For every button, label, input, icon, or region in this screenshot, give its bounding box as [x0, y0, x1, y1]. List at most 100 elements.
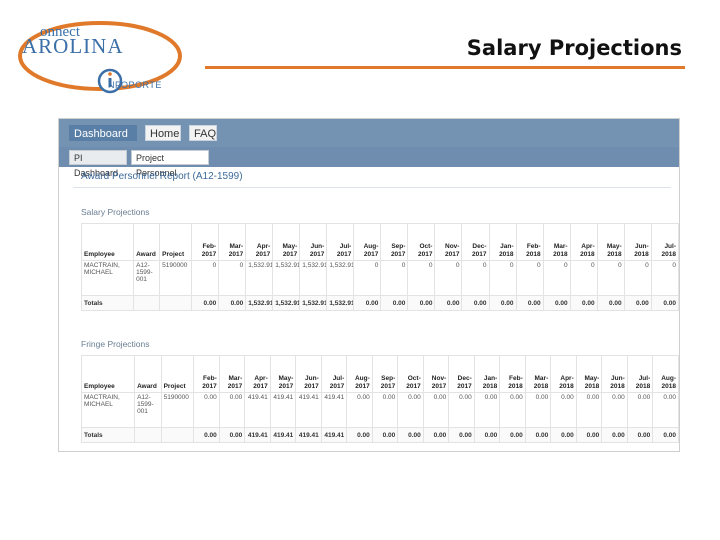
- column-header: Sep-2017: [380, 223, 409, 261]
- table-cell: 0.00: [652, 392, 679, 428]
- table-cell: 0.00: [371, 392, 399, 428]
- column-header: May-2018: [575, 355, 603, 393]
- table-cell: 419.41: [269, 392, 297, 428]
- column-header: Employee: [80, 355, 136, 393]
- table-cell: 0: [623, 260, 652, 296]
- salary-section-label: Salary Projections: [81, 207, 150, 217]
- totals-cell: 0.00: [191, 295, 220, 311]
- column-header: May-2017: [272, 223, 301, 261]
- totals-cell: 0.00: [353, 295, 382, 311]
- column-header: Mar-2018: [542, 223, 571, 261]
- table-cell: 0.00: [575, 392, 603, 428]
- table-cell: 0.00: [448, 392, 475, 428]
- column-header: Jan-2018: [488, 223, 517, 261]
- column-header: Jun-2018: [601, 355, 628, 393]
- totals-row: Totals 0.00 0.00 1,532.91 1,532.91 1,532.91 1,…: [80, 295, 679, 311]
- column-header: Apr-2018: [550, 355, 577, 393]
- totals-cell: 1,532.91: [272, 295, 301, 311]
- totals-cell: 419.41: [244, 427, 271, 443]
- column-header: Feb-2018: [515, 223, 544, 261]
- tab-dashboard[interactable]: Dashboard: [69, 125, 137, 141]
- totals-cell: Totals: [80, 427, 136, 443]
- totals-cell: 419.41: [320, 427, 348, 443]
- table-cell: 0: [461, 260, 490, 296]
- column-header: Award: [133, 223, 161, 261]
- totals-cell: 0.00: [569, 295, 598, 311]
- totals-cell: 0.00: [461, 295, 490, 311]
- totals-cell: 1,532.91: [245, 295, 274, 311]
- table-cell: 0.00: [524, 392, 552, 428]
- table-cell: 0: [569, 260, 598, 296]
- column-header: Project: [159, 223, 193, 261]
- fringe-table: Employee Award Project Feb-2017 Mar-2017 Apr-…: [80, 355, 679, 443]
- totals-cell: 0.00: [397, 427, 424, 443]
- column-header: Award: [134, 355, 162, 393]
- totals-cell: 0.00: [346, 427, 373, 443]
- table-row: MACTRAIN, MICHAEL A12-1599-001 5190000 0 0 1,…: [80, 260, 679, 296]
- totals-cell: 0.00: [434, 295, 463, 311]
- totals-row: Totals 0.00 0.00 419.41 419.41 419.41 419.41 0.…: [80, 427, 679, 443]
- connect-carolina-logo: [18, 18, 188, 98]
- totals-cell: 0.00: [626, 427, 654, 443]
- sub-nav: PI Dashboard Project Personnel: [59, 147, 679, 178]
- column-header: May-2018: [596, 223, 625, 261]
- totals-cell: 0.00: [193, 427, 220, 443]
- totals-cell: 0.00: [218, 295, 247, 311]
- totals-cell: 0.00: [218, 427, 246, 443]
- totals-cell: 0.00: [652, 427, 679, 443]
- table-cell: 0.00: [499, 392, 526, 428]
- table-cell: 0: [488, 260, 517, 296]
- column-header: Jun-2017: [299, 223, 328, 261]
- logo-text-connect: onnect: [40, 24, 80, 40]
- column-header: Apr-2018: [569, 223, 598, 261]
- tab-home[interactable]: Home: [145, 125, 181, 141]
- totals-cell: 0.00: [650, 295, 679, 311]
- title-divider: [205, 66, 685, 69]
- table-cell: 0.00: [193, 392, 220, 428]
- column-header: Jan-2018: [473, 355, 501, 393]
- table-cell: 0.00: [626, 392, 654, 428]
- column-header: Jul-2017: [326, 223, 355, 261]
- table-cell: 0: [353, 260, 382, 296]
- tab-faq[interactable]: FAQ: [189, 125, 217, 141]
- slide-title: Salary Projections: [466, 36, 682, 60]
- column-header: Employee: [80, 223, 135, 261]
- column-header: Aug-2017: [346, 355, 373, 393]
- column-header: May-2017: [269, 355, 297, 393]
- top-nav: Dashboard Home FAQ: [59, 119, 679, 147]
- table-header-row: Employee Award Project Feb-2017 Mar-2017 Apr-…: [80, 223, 679, 261]
- table-cell: 0.00: [422, 392, 450, 428]
- table-cell: 0.00: [473, 392, 501, 428]
- column-header: Feb-2017: [193, 355, 220, 393]
- column-header: Nov-2017: [434, 223, 463, 261]
- totals-cell: [134, 427, 162, 443]
- logo-swoosh-icon: [18, 21, 182, 94]
- column-header: Jul-2018: [626, 355, 654, 393]
- totals-cell: 0.00: [596, 295, 625, 311]
- subtab-pi-dashboard[interactable]: PI Dashboard: [69, 150, 127, 178]
- table-cell: A12-1599-001: [133, 260, 161, 296]
- totals-cell: 419.41: [295, 427, 322, 443]
- table-cell: A12-1599-001: [134, 392, 162, 428]
- column-header: Jul-2018: [650, 223, 679, 261]
- column-header: Sep-2017: [371, 355, 399, 393]
- table-cell: 0: [515, 260, 544, 296]
- table-cell: 419.41: [244, 392, 271, 428]
- table-row: MACTRAIN, MICHAEL A12-1599-001 5190000 0.00…: [80, 392, 679, 428]
- table-cell: 0.00: [601, 392, 628, 428]
- report-title: Award Personnel Report (A12-1599): [81, 171, 243, 182]
- report-divider: [73, 187, 671, 188]
- table-cell: 0.00: [397, 392, 424, 428]
- totals-cell: Totals: [80, 295, 135, 311]
- subtab-project-personnel[interactable]: Project Personnel: [131, 150, 209, 178]
- column-header: Jun-2018: [623, 223, 652, 261]
- column-header: Aug-2017: [353, 223, 382, 261]
- totals-cell: 0.00: [524, 427, 552, 443]
- table-cell: 0: [407, 260, 436, 296]
- totals-cell: [133, 295, 161, 311]
- totals-cell: 0.00: [422, 427, 450, 443]
- totals-cell: 0.00: [575, 427, 603, 443]
- table-cell: 0: [542, 260, 571, 296]
- logo-text-carolina: AROLINA: [22, 34, 124, 58]
- salary-table: Employee Award Project Feb-2017 Mar-2017 Apr-…: [80, 223, 679, 311]
